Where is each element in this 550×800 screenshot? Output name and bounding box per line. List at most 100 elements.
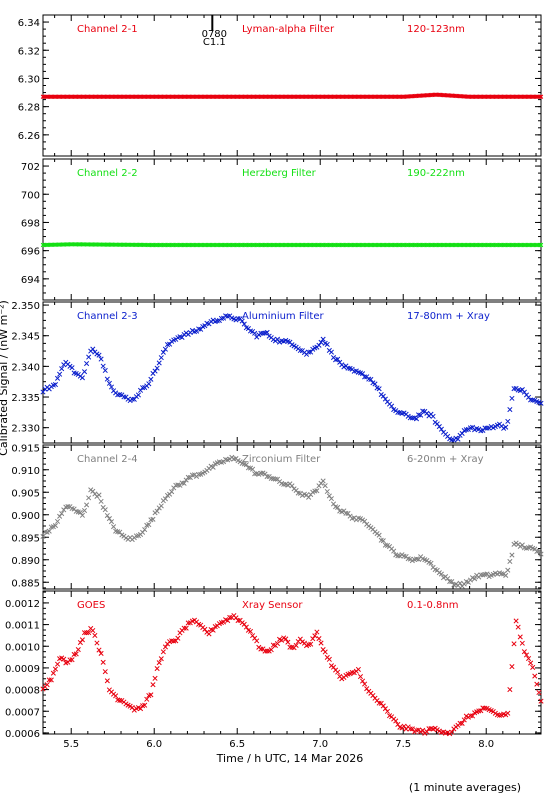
- data-point-marker: [335, 504, 341, 511]
- data-point-marker: [252, 330, 258, 336]
- data-point-marker: [262, 648, 268, 654]
- data-point-marker: [104, 512, 110, 519]
- data-point-marker: [368, 376, 374, 383]
- data-point-marker: [160, 649, 166, 655]
- data-point-marker: [90, 627, 96, 634]
- flare-event-class-label: C1.1: [203, 37, 226, 48]
- data-point-marker: [158, 355, 164, 361]
- data-point-marker: [96, 492, 102, 498]
- panel-frame: [42, 444, 542, 590]
- data-point-marker: [505, 710, 511, 716]
- data-point-marker: [306, 494, 312, 500]
- data-point-marker: [84, 502, 90, 508]
- data-point-marker: [243, 624, 249, 630]
- data-point-marker: [160, 349, 166, 355]
- data-point-marker: [484, 425, 490, 431]
- data-point-marker: [57, 371, 63, 377]
- data-point-marker: [445, 576, 451, 582]
- data-point-marker: [106, 380, 112, 386]
- filter-name-label: Zirconium Filter: [242, 454, 321, 465]
- chart-panels: 6.26 6.28 6.30 6.32 6.34 Channel 2-1 Lyman-alp…: [5, 14, 544, 750]
- data-point-marker: [455, 436, 461, 442]
- data-point-marker: [239, 318, 245, 324]
- data-point-marker: [413, 416, 420, 422]
- data-point-marker: [511, 641, 517, 647]
- data-point-marker: [154, 508, 160, 514]
- data-point-marker: [59, 510, 65, 517]
- data-point-marker: [140, 385, 146, 391]
- data-point-marker: [308, 641, 314, 647]
- data-point-marker: [469, 713, 476, 719]
- panel-5: 0.0006 0.0007 0.0008 0.0009 0.0010 0.0011 0.00…: [5, 590, 544, 750]
- data-point-marker: [287, 644, 293, 650]
- data-point-marker: [241, 621, 247, 627]
- y-tick-label: 0.0008: [5, 686, 40, 697]
- y-tick-label: 702: [21, 162, 40, 173]
- y-tick-label: 0.900: [11, 511, 40, 522]
- data-point-marker: [96, 352, 102, 358]
- panel-3: 2.330 2.335 2.340 2.345 2.350 Channel 2-3 Alum…: [11, 301, 544, 444]
- y-tick-label: 0.0009: [5, 664, 40, 675]
- y-tick-label: 0.0010: [5, 642, 40, 653]
- series-markers: [40, 92, 544, 100]
- data-point-marker: [509, 552, 515, 558]
- data-point-marker: [86, 630, 92, 636]
- data-point-marker: [318, 339, 324, 345]
- x-axis-title: Time / h UTC, 14 Mar 2026: [216, 752, 364, 765]
- data-point-marker: [81, 630, 88, 636]
- series-markers: [40, 242, 544, 248]
- data-point-marker: [79, 375, 85, 381]
- data-point-marker: [509, 664, 515, 670]
- data-point-marker: [513, 618, 519, 624]
- data-point-marker: [54, 661, 61, 667]
- data-point-marker: [69, 365, 75, 371]
- y-tick-label: 0.0006: [5, 729, 40, 740]
- data-point-marker: [102, 669, 108, 675]
- data-point-marker: [509, 395, 515, 401]
- panel-2: 694 696 698 700 702 Channel 2-2 Herzberg Filte…: [21, 158, 544, 301]
- data-point-marker: [318, 640, 324, 646]
- data-point-marker: [235, 315, 241, 322]
- x-tick-label: 5.5: [63, 739, 79, 750]
- data-point-marker: [389, 403, 395, 409]
- data-point-marker: [362, 681, 368, 687]
- y-tick-label: 2.345: [11, 332, 40, 343]
- data-point-marker: [162, 346, 168, 352]
- data-point-marker: [322, 483, 328, 489]
- data-point-marker: [503, 572, 509, 578]
- data-point-marker: [274, 336, 281, 342]
- data-point-marker: [418, 412, 424, 418]
- averaging-footnote: (1 minute averages): [409, 781, 521, 794]
- data-point-marker: [534, 681, 540, 687]
- wavelength-band-label: 190-222nm: [407, 168, 465, 179]
- data-point-marker: [395, 409, 401, 416]
- data-point-marker: [156, 360, 162, 366]
- data-point-marker: [322, 649, 328, 655]
- data-point-marker: [525, 655, 532, 662]
- data-point-marker: [156, 660, 162, 666]
- data-point-marker: [507, 558, 513, 565]
- data-point-marker: [175, 635, 181, 641]
- data-point-marker: [46, 528, 52, 534]
- data-point-marker: [158, 656, 164, 662]
- data-point-marker: [328, 349, 334, 355]
- y-tick-label: 6.28: [18, 103, 40, 114]
- channel-name-label: GOES: [77, 600, 105, 611]
- wavelength-band-label: 6-20nm + Xray: [407, 454, 484, 465]
- data-point-marker: [283, 636, 289, 642]
- x-tick-label: 8.0: [478, 739, 494, 750]
- data-point-marker: [285, 639, 291, 645]
- data-point-marker: [65, 504, 71, 510]
- wavelength-band-label: 0.1-0.8nm: [407, 600, 459, 611]
- data-point-marker: [538, 242, 544, 248]
- data-point-marker: [100, 363, 106, 369]
- data-point-marker: [449, 729, 455, 735]
- data-point-marker: [152, 368, 158, 374]
- data-point-marker: [519, 542, 525, 548]
- data-point-marker: [108, 384, 115, 390]
- filter-name-label: Aluminium Filter: [242, 311, 325, 322]
- data-point-marker: [380, 393, 386, 399]
- y-tick-label: 0.885: [11, 578, 40, 589]
- data-point-marker: [183, 625, 189, 631]
- data-point-marker: [507, 686, 513, 693]
